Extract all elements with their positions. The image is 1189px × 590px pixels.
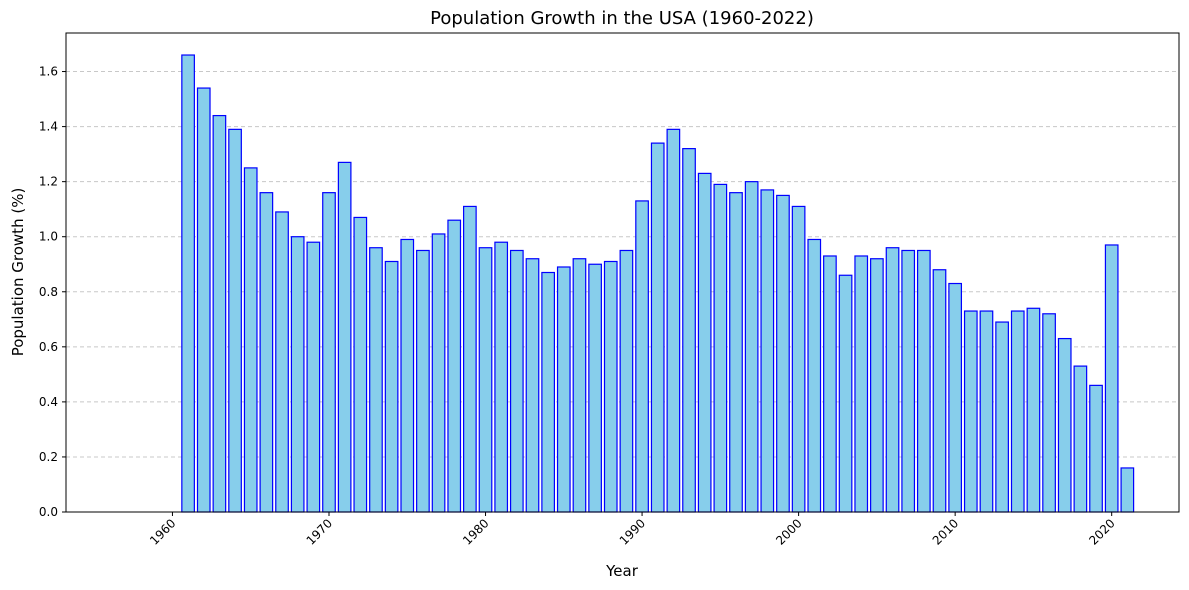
bar — [353, 216, 368, 513]
bar — [901, 249, 916, 513]
bar — [807, 238, 822, 513]
y-tick-label: 0.0 — [39, 505, 58, 519]
bar — [369, 247, 383, 513]
plot-frame — [65, 32, 1180, 513]
bar — [447, 219, 462, 513]
bar — [650, 142, 665, 513]
bar — [337, 161, 352, 513]
bar — [870, 258, 884, 513]
bar — [243, 167, 258, 513]
y-axis-title: Population Growth (%) — [9, 188, 27, 357]
bar — [916, 249, 931, 513]
bar — [290, 236, 305, 513]
bar — [666, 128, 681, 513]
bar — [635, 200, 649, 513]
bar — [713, 183, 728, 513]
bar — [760, 189, 775, 513]
bar — [478, 247, 493, 513]
bar — [854, 255, 869, 513]
bar — [1010, 310, 1025, 513]
bar — [729, 192, 743, 513]
bar — [196, 87, 211, 513]
bar — [1042, 313, 1056, 513]
bar — [431, 233, 446, 513]
bar — [823, 255, 837, 513]
bar — [541, 271, 556, 513]
bar — [1073, 365, 1088, 513]
bar — [322, 192, 336, 513]
chart-title: Population Growth in the USA (1960-2022) — [430, 8, 814, 29]
bar — [384, 260, 399, 513]
bar — [619, 249, 634, 513]
bar — [306, 241, 321, 513]
bar — [838, 274, 853, 513]
bar — [1057, 337, 1072, 513]
y-tick-label: 1.2 — [39, 175, 58, 189]
bar — [463, 205, 477, 513]
bar — [885, 247, 900, 513]
y-tick-label: 0.2 — [39, 450, 58, 464]
bar — [1089, 384, 1103, 513]
y-tick-label: 1.4 — [39, 120, 58, 134]
y-tick-label: 1.6 — [39, 65, 58, 79]
bar — [181, 54, 195, 513]
bar — [776, 194, 790, 513]
bars — [181, 54, 1135, 513]
y-tick-label: 1.0 — [39, 230, 58, 244]
x-axis-title: Year — [605, 562, 639, 580]
bar — [556, 266, 571, 513]
bar — [1120, 467, 1135, 513]
y-tick-label: 0.8 — [39, 285, 58, 299]
bar — [1104, 244, 1119, 513]
bar — [995, 321, 1009, 513]
bar — [744, 181, 759, 513]
bar — [416, 249, 430, 513]
bar — [603, 260, 618, 513]
bar — [979, 310, 994, 513]
bar — [400, 238, 415, 513]
bar — [509, 249, 524, 513]
y-axis: 0.0 0.2 0.4 0.6 0.8 1.0 1.2 1.4 1.6 — [39, 65, 66, 519]
bar — [275, 211, 289, 513]
bar — [588, 263, 602, 513]
bar — [228, 128, 242, 513]
bar — [1026, 307, 1041, 513]
bar — [682, 148, 696, 513]
bar — [932, 269, 947, 513]
y-tick-label: 0.4 — [39, 395, 58, 409]
bar — [697, 172, 712, 513]
bar — [259, 192, 274, 513]
bar — [212, 114, 227, 513]
bar — [963, 310, 978, 513]
bar — [572, 258, 587, 513]
bar — [494, 241, 509, 513]
bar — [525, 258, 540, 513]
bar — [791, 205, 806, 513]
bar — [948, 282, 963, 513]
y-tick-label: 0.6 — [39, 340, 58, 354]
